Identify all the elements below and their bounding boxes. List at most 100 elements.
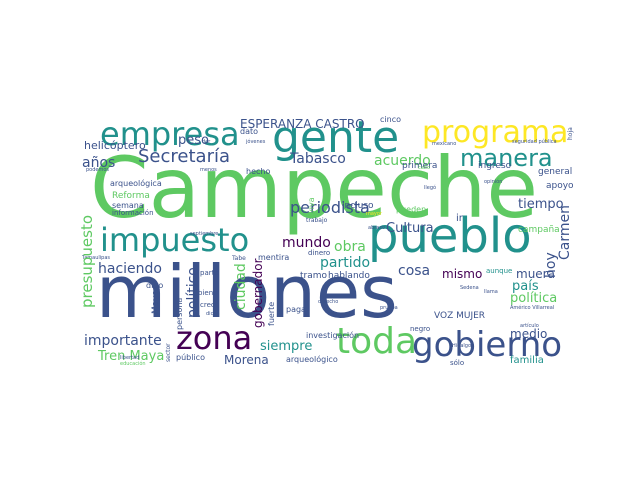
- word-gobierno: gobierno: [412, 325, 563, 365]
- word-parte: parte: [200, 269, 219, 277]
- word-llego: llegó: [424, 185, 437, 191]
- word-gente: gente: [272, 116, 400, 163]
- word-toda: toda: [336, 321, 418, 362]
- word-menos: menos: [200, 167, 217, 173]
- word-educacion: educación: [120, 361, 146, 367]
- word-cloud: Campeche millones pueblo gente empresa p…: [80, 116, 580, 366]
- word-fuerte: fuerte: [267, 301, 276, 326]
- word-general: general: [538, 167, 573, 177]
- word-solo: sólo: [450, 359, 465, 367]
- word-millones: millones: [96, 250, 398, 334]
- word-manera: manera: [460, 144, 553, 172]
- word-septiembre: septiembre: [190, 231, 219, 237]
- word-programa: programa: [422, 116, 569, 150]
- word-acuerdo: acuerdo: [374, 153, 431, 169]
- word-gobernador: gobernador: [251, 258, 265, 328]
- word-mexicano: mexicano: [432, 141, 457, 147]
- word-hablando: hablando: [328, 271, 370, 281]
- word-libertad: libertad: [120, 355, 140, 361]
- word-dinero: dinero: [308, 249, 331, 257]
- word-llama: llama: [484, 289, 498, 295]
- word-mundo: mundo: [282, 235, 331, 251]
- word-dar: dar: [202, 139, 211, 145]
- word-ir: ir: [456, 213, 463, 224]
- word-ciudad: ciudad: [233, 263, 249, 310]
- word-viva: viva: [307, 197, 316, 214]
- word-cabo: cabo: [418, 165, 431, 171]
- word-seguridad-publica: seguridad pública: [512, 139, 557, 145]
- word-derecho: derecho: [318, 299, 339, 305]
- word-siempre: siempre: [260, 339, 313, 354]
- word-prueba: prueba: [380, 305, 398, 311]
- word-tabasco: Tabasco: [290, 151, 346, 167]
- word-ingreso: ingreso: [478, 161, 512, 171]
- word-primera: primera: [402, 161, 438, 171]
- word-articulo: artículo: [520, 323, 539, 329]
- word-arqueologica: arqueológica: [110, 179, 162, 188]
- word-mismo: mismo: [442, 267, 483, 281]
- word-tabe: Tabe: [232, 255, 246, 262]
- word-aunque: aunque: [486, 267, 513, 275]
- word-hoja: hoja: [567, 127, 574, 140]
- word-creo: creo: [200, 301, 216, 309]
- word-dato: dato: [240, 127, 259, 136]
- word-americo: Américo Villarreal: [510, 305, 555, 311]
- word-tren-maya: Tren Maya: [98, 349, 165, 364]
- word-hoy: hoy: [543, 252, 559, 278]
- word-sedena: Sedena: [460, 285, 479, 291]
- word-pueden: pueden: [396, 205, 427, 214]
- word-apoyo: apoyo: [546, 181, 574, 191]
- word-importante: importante: [84, 333, 162, 349]
- word-esperanza-castro: ESPERANZA CASTRO: [240, 117, 365, 131]
- word-hecho: hecho: [246, 167, 271, 176]
- word-opinion: opinión: [484, 179, 503, 185]
- word-incluso: incluso: [342, 201, 374, 211]
- word-cinco: cinco: [380, 116, 401, 124]
- word-investigacion: investigación: [306, 331, 360, 340]
- word-bien: bien: [198, 289, 214, 297]
- word-mentira: mentira: [258, 253, 290, 262]
- word-trabajo: trabajo: [306, 217, 328, 224]
- word-anos: años: [82, 155, 116, 171]
- word-mayor: mayor: [366, 211, 383, 217]
- word-voz-mujer: VOZ MUJER: [434, 311, 486, 321]
- word-zona: zona: [176, 319, 253, 357]
- word-presupuesto: presupuesto: [80, 214, 96, 308]
- word-pais: país: [512, 279, 539, 294]
- word-politico: político: [185, 267, 201, 318]
- word-cultura: Cultura: [386, 221, 434, 236]
- word-partido: partido: [320, 255, 371, 271]
- word-periodista: periodista: [290, 198, 370, 217]
- word-medio: medio: [510, 327, 548, 341]
- word-informacion: información: [112, 209, 154, 217]
- word-familia: familia: [510, 355, 544, 366]
- word-secretaria: Secretaría: [138, 146, 230, 167]
- word-tramo: tramo: [300, 271, 328, 281]
- word-muera: muera: [516, 267, 555, 281]
- word-haciendo: haciendo: [98, 261, 162, 277]
- word-digo: digo: [146, 281, 164, 290]
- word-impuesto: impuesto: [100, 221, 250, 259]
- word-persona: persona: [175, 297, 184, 330]
- word-jovenes: jóvenes: [246, 139, 266, 145]
- word-reforma: Reforma: [112, 191, 150, 201]
- word-morena: Morena: [224, 353, 269, 366]
- word-semana: semana: [112, 201, 144, 210]
- word-carmen: Carmen: [557, 205, 573, 260]
- word-peso: peso: [178, 133, 209, 148]
- word-arqueologico: arqueológico: [286, 355, 338, 364]
- word-abrazo: abrazo: [368, 225, 386, 231]
- word-empresa: empresa: [100, 116, 240, 153]
- word-politica: política: [510, 291, 558, 306]
- word-pueblo: pueblo: [368, 208, 532, 264]
- word-campeche: Campeche: [90, 139, 539, 237]
- word-negro: negro: [410, 325, 431, 333]
- word-helicoptero: helicóptero: [84, 139, 146, 152]
- word-obra: obra: [334, 239, 366, 255]
- word-dicen: dicen: [206, 311, 220, 317]
- word-tiempo: tiempo: [518, 197, 564, 212]
- word-pagar: pagar: [286, 305, 310, 314]
- word-cosa: cosa: [398, 263, 431, 279]
- word-tamaulipas: Tamaulipas: [82, 255, 111, 261]
- word-publico: público: [176, 353, 205, 362]
